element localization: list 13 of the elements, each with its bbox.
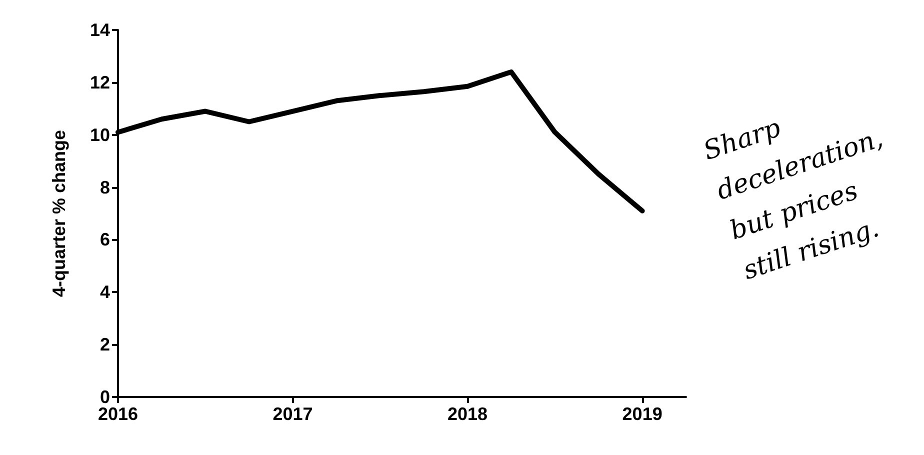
y-tick-label: 8 <box>100 177 110 198</box>
y-tick-label: 10 <box>90 124 110 145</box>
y-tick-label: 14 <box>90 20 110 40</box>
y-tick-label: 2 <box>100 334 110 355</box>
y-tick-label: 6 <box>100 230 110 250</box>
y-axis-title: 4-quarter % change <box>49 130 69 298</box>
x-tick-label: 2019 <box>622 404 662 424</box>
y-tick-label: 12 <box>90 72 110 92</box>
y-tick-label: 0 <box>100 387 110 407</box>
x-tick-label: 2017 <box>272 404 313 424</box>
x-tick-label: 2016 <box>98 404 138 424</box>
x-tick-label: 2018 <box>448 404 488 424</box>
y-tick-label: 4 <box>100 282 110 302</box>
